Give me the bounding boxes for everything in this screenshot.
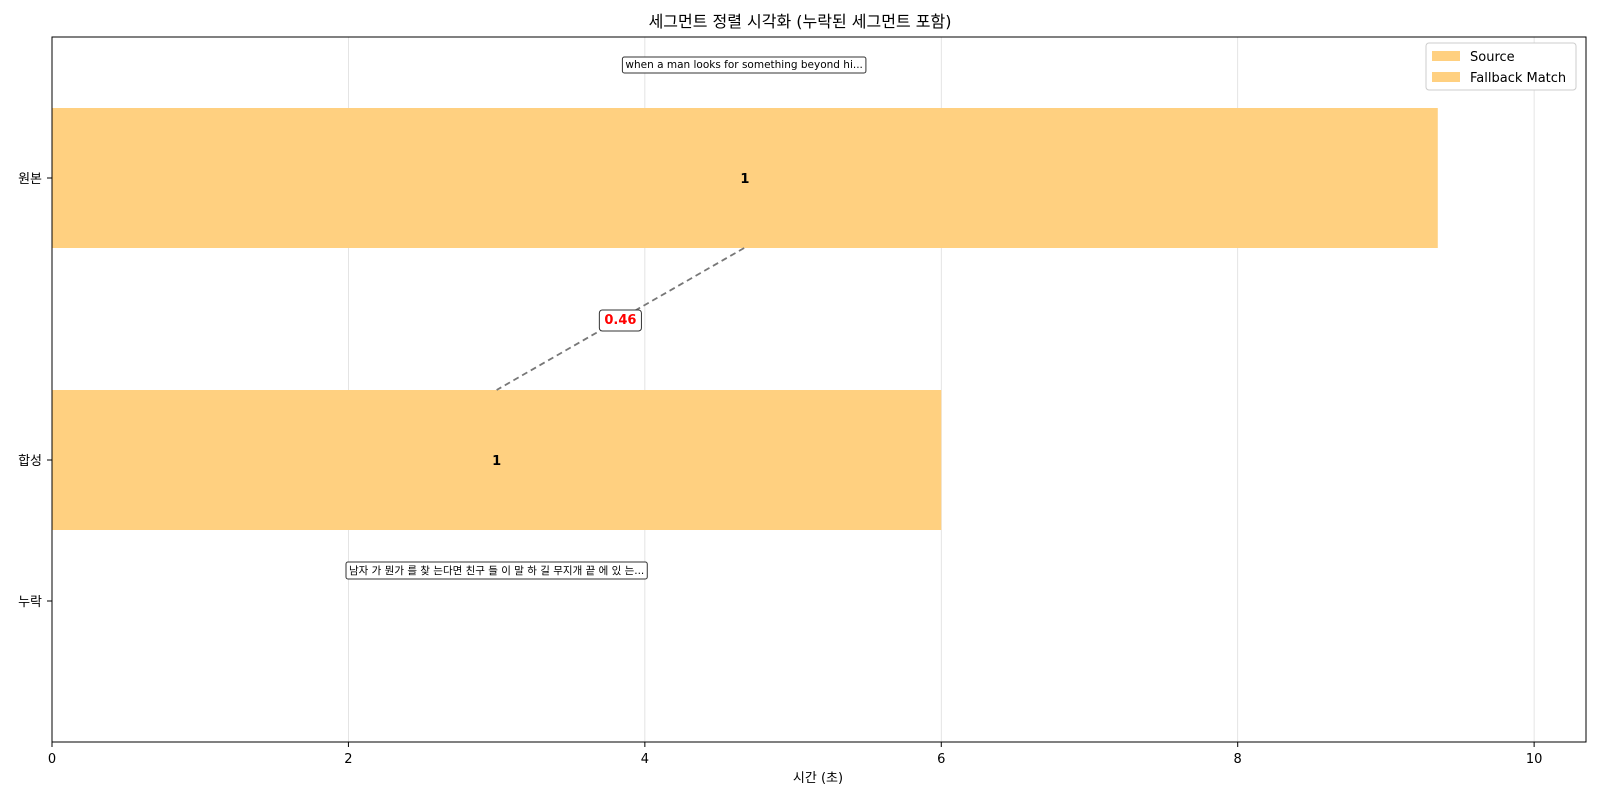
annotation-box — [345, 561, 648, 580]
segment-labels: 11 — [492, 172, 749, 469]
bars — [52, 108, 1438, 530]
score-badge: 0.46 — [598, 309, 642, 332]
legend-swatch — [1432, 72, 1460, 82]
segment-label: 1 — [492, 454, 501, 469]
legend: Source Fallback Match — [1425, 42, 1577, 91]
segment-bar — [52, 390, 942, 530]
annotation: when a man looks for something beyond hi… — [621, 56, 867, 74]
y-tick-label: 합성 — [18, 454, 42, 469]
legend-label: Fallback Match — [1470, 71, 1566, 86]
annotation-box — [621, 56, 867, 74]
x-tick-label: 8 — [1234, 752, 1242, 767]
y-tick-label: 원본 — [18, 172, 42, 187]
x-axis-label: 시간 (초) — [793, 771, 843, 786]
plot-frame — [51, 36, 1587, 743]
annotation-text: 남자 가 뭔가 를 찾 는다면 친구 들 이 말 하 길 무지개 끝 에 있 는… — [349, 564, 644, 577]
legend-swatch — [1432, 51, 1460, 61]
annotations: when a man looks for something beyond hi… — [345, 56, 867, 580]
score-label: 0.46 — [604, 313, 636, 328]
legend-box — [1425, 42, 1577, 91]
segment-bar — [52, 108, 1438, 248]
legend-label: Source — [1470, 50, 1515, 65]
connections: 0.46 — [496, 247, 745, 391]
annotation: 남자 가 뭔가 를 찾 는다면 친구 들 이 말 하 길 무지개 끝 에 있 는… — [345, 561, 648, 580]
x-tick-label: 6 — [937, 752, 945, 767]
x-tick-label: 4 — [641, 752, 649, 767]
score-box — [598, 309, 642, 332]
x-tick-label: 10 — [1526, 752, 1543, 767]
x-tick-label: 0 — [48, 752, 56, 767]
y-tick-label: 누락 — [18, 595, 42, 610]
x-tick-label: 2 — [344, 752, 352, 767]
chart-title: 세그먼트 정렬 시각화 (누락된 세그먼트 포함) — [649, 12, 952, 31]
annotation-text: when a man looks for something beyond hi… — [625, 59, 863, 71]
segment-label: 1 — [740, 172, 749, 187]
x-axis-ticks: 0 2 4 6 8 10 — [48, 742, 1543, 767]
